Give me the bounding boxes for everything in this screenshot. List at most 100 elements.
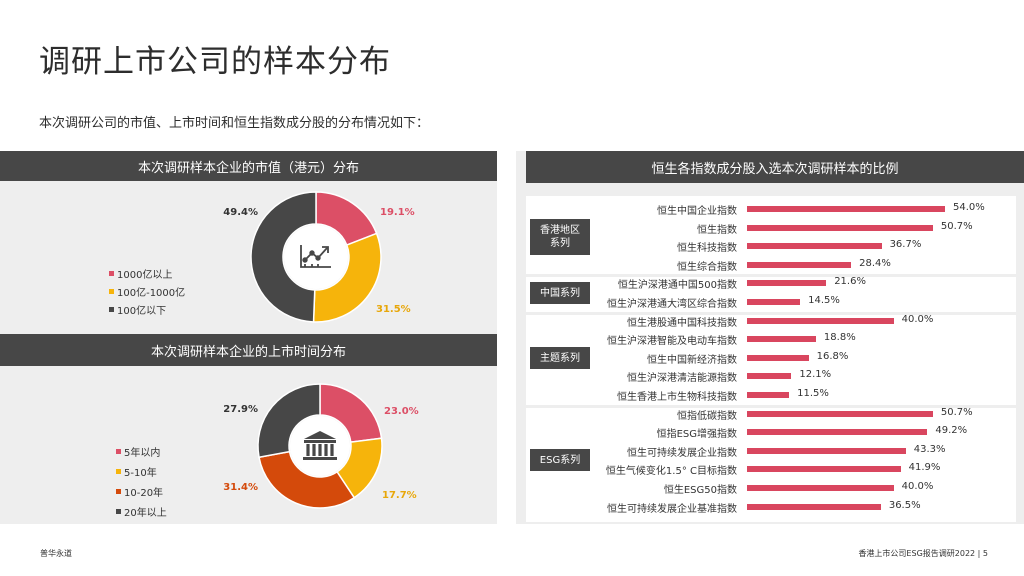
bar (747, 485, 894, 491)
legend-swatch (116, 508, 121, 514)
bar-category-label: 恒生ESG50指数 (663, 485, 737, 496)
bar (747, 317, 894, 324)
legend-label: 100亿以下 (117, 305, 167, 317)
legend-item: 100亿-1000亿 (109, 282, 185, 300)
bar-value-label: 28.4% (859, 257, 891, 269)
legend-swatch (116, 468, 121, 474)
bar (747, 224, 933, 231)
legend-item: 100亿以下 (109, 300, 185, 318)
bar-category-label: 恒生指数 (697, 224, 737, 236)
bar (747, 299, 801, 305)
bar (747, 243, 882, 250)
legend-item: 5年以内 (116, 441, 167, 461)
bar-value-label: 50.7% (940, 406, 973, 418)
pie-slice (258, 450, 356, 509)
market-cap-panel (0, 151, 497, 334)
hsi-header: 恒生各指数成分股入选本次调研样本的比例 (526, 151, 1024, 183)
series-group-label: 中国系列 (530, 282, 590, 304)
bar-value-label: 36.7% (889, 239, 922, 251)
legend-label: 100亿-1000亿 (117, 287, 186, 299)
pie-slice (257, 383, 321, 459)
bar-category-label: 恒指ESG增强指数 (656, 429, 737, 441)
legend-item: 10-20年 (116, 481, 167, 501)
pie-slice (312, 232, 382, 323)
bar (747, 373, 792, 380)
bar-value-label: 11.5% (797, 388, 829, 399)
footer-page-info: 香港上市公司ESG报告调研2022 | 5 (858, 549, 988, 558)
bar-value-label: 54.0% (953, 202, 985, 213)
bar-value-label: 36.5% (888, 499, 921, 511)
bar (747, 503, 881, 510)
page-subtitle: 本次调研公司的市值、上市时间和恒生指数成分股的分布情况如下： (39, 116, 430, 131)
bar-category-label: 恒生香港上市生物科技指数 (617, 392, 737, 403)
bar-value-label: 21.6% (834, 276, 866, 288)
bar-category-label: 恒生气候变化1.5° C目标指数 (605, 466, 737, 478)
legend-item: 1000亿以上 (109, 264, 185, 282)
bar (747, 429, 928, 436)
bar (747, 410, 933, 417)
trend-chart-icon (300, 245, 331, 268)
slice-value-label: 17.7% (382, 490, 417, 501)
legend-label: 5年以内 (124, 447, 161, 459)
legend-swatch (109, 270, 114, 276)
bar-category-label: 恒生综合指数 (677, 261, 737, 273)
market-cap-legend: 1000亿以上 100亿-1000亿 100亿以下 (109, 264, 185, 318)
bar-category-label: 恒生可持续发展企业基准指数 (607, 503, 737, 515)
series-group-label: ESG系列 (530, 449, 590, 472)
bar (747, 280, 827, 287)
bar (747, 354, 809, 361)
legend-swatch (116, 448, 121, 454)
series-group-label: 香港地区 系列 (530, 219, 590, 256)
group-separator (526, 311, 1016, 315)
group-separator (526, 404, 1016, 408)
bar-value-label: 50.7% (940, 220, 973, 232)
slice-value-label: 19.1% (380, 207, 415, 218)
bar (747, 206, 945, 212)
market-cap-header: 本次调研样本企业的市值（港元）分布 (0, 151, 497, 181)
bar-value-label: 40.0% (901, 481, 934, 492)
bank-building-icon (303, 431, 337, 460)
bar-category-label: 恒生港股通中国科技指数 (627, 317, 737, 329)
page-title: 调研上市公司的样本分布 (39, 44, 391, 80)
bar-category-label: 恒生中国新经济指数 (647, 354, 737, 366)
legend-label: 20年以上 (124, 507, 167, 519)
legend-label: 1000亿以上 (117, 269, 173, 281)
series-group-label: 主题系列 (530, 347, 590, 370)
group-separator (526, 274, 1016, 278)
bar-value-label: 41.9% (908, 462, 941, 474)
bar-category-label: 恒生沪深港智能及电动车指数 (607, 336, 737, 348)
bar-value-label: 40.0% (901, 313, 934, 325)
bar-value-label: 49.2% (935, 425, 968, 437)
bar (747, 261, 852, 268)
bar-category-label: 恒生沪深港清洁能源指数 (627, 373, 737, 385)
slice-value-label: 31.5% (376, 304, 411, 315)
bar-category-label: 恒生科技指数 (677, 243, 737, 255)
bar-category-label: 恒生沪深港通中国500指数 (617, 280, 737, 292)
bar-category-label: 恒生沪深港通大湾区综合指数 (607, 299, 737, 310)
bar-category-label: 恒生可持续发展企业指数 (627, 447, 737, 459)
bar-value-label: 16.8% (816, 350, 849, 362)
legend-swatch (109, 306, 114, 312)
bar (747, 392, 790, 398)
bar (747, 447, 906, 454)
legend-item: 5-10年 (116, 461, 167, 481)
listing-time-header: 本次调研样本企业的上市时间分布 (0, 334, 497, 366)
legend-swatch (109, 288, 114, 294)
bar (747, 336, 816, 343)
bar-category-label: 恒指低碳指数 (677, 410, 737, 422)
footer-brand: 普华永道 (40, 549, 72, 558)
bar-value-label: 12.1% (799, 369, 832, 381)
bar-value-label: 43.3% (913, 443, 946, 455)
bar-value-label: 14.5% (808, 295, 840, 306)
listing-time-legend: 5年以内 5-10年 10-20年 20年以上 (116, 441, 167, 521)
legend-swatch (116, 488, 121, 494)
slice-value-label: 31.4% (223, 482, 258, 493)
legend-item: 20年以上 (116, 501, 167, 521)
bar-value-label: 18.8% (823, 332, 856, 344)
slice-value-label: 23.0% (384, 406, 419, 417)
slice-value-label: 49.4% (223, 207, 258, 218)
slice-value-label: 27.9% (223, 404, 258, 415)
bar (747, 466, 901, 473)
legend-label: 10-20年 (124, 487, 164, 499)
